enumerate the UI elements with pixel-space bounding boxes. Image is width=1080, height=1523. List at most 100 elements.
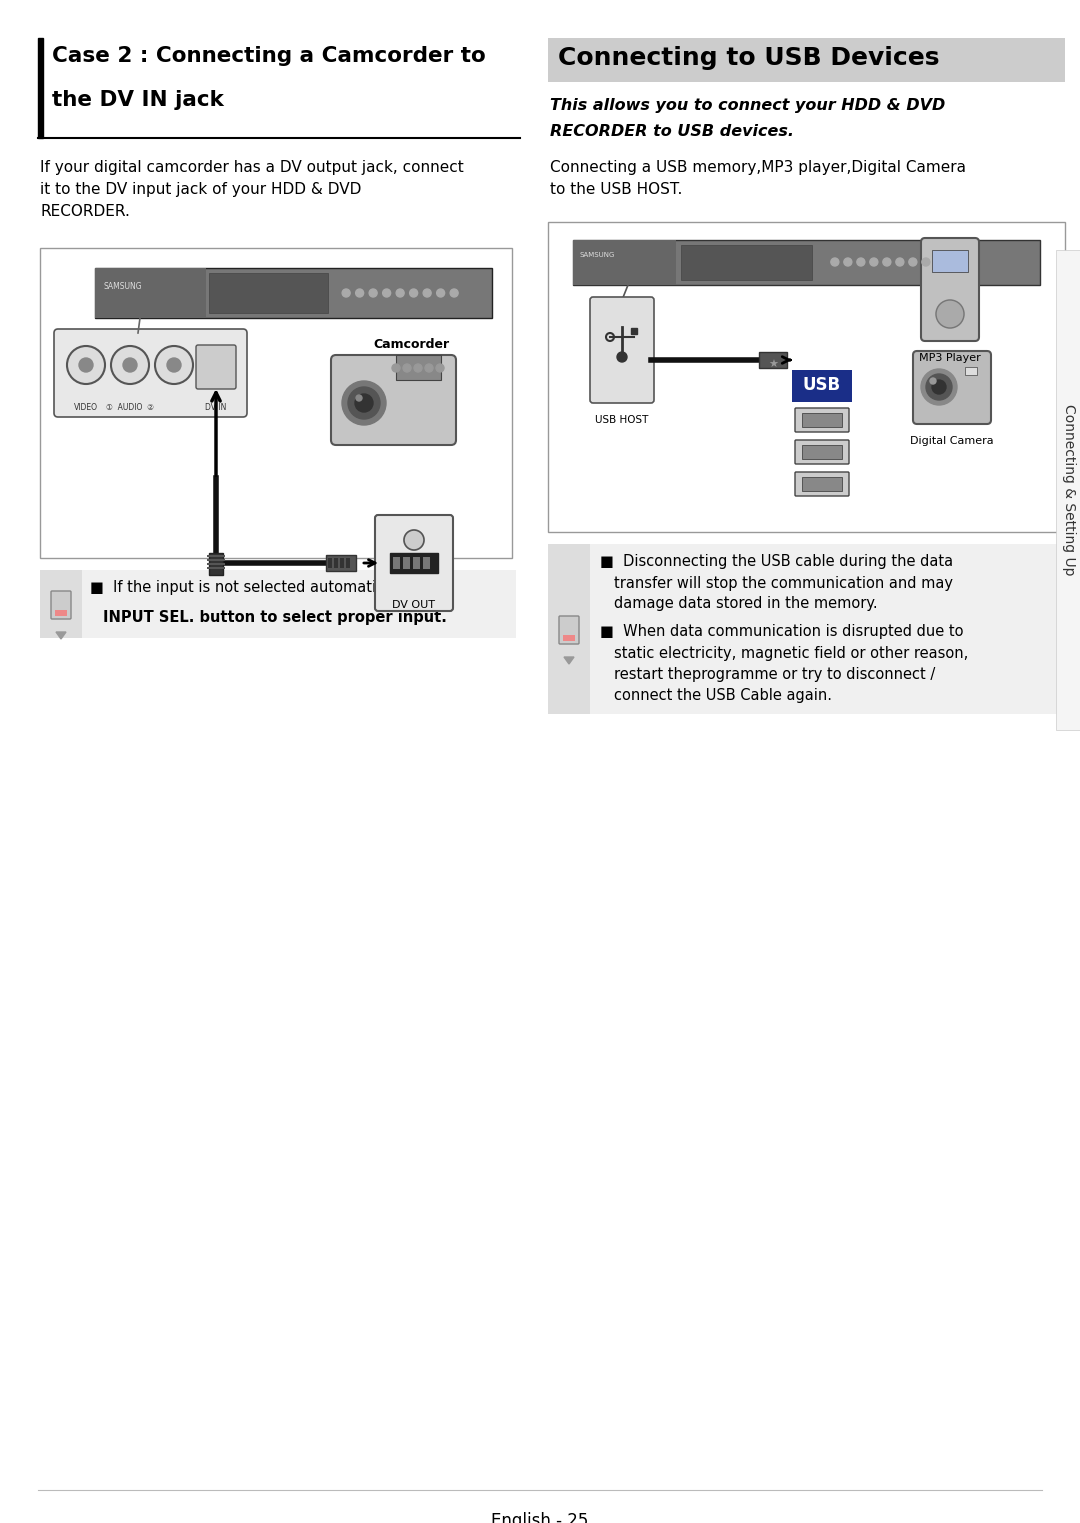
Circle shape <box>423 289 431 297</box>
Circle shape <box>617 352 627 362</box>
Text: connect the USB Cable again.: connect the USB Cable again. <box>615 688 832 704</box>
Circle shape <box>922 257 930 267</box>
Circle shape <box>167 358 181 372</box>
Text: ★: ★ <box>768 359 778 370</box>
Text: USB: USB <box>802 376 841 394</box>
FancyBboxPatch shape <box>795 408 849 433</box>
Bar <box>207 554 225 557</box>
Text: Case 2 : Connecting a Camcorder to: Case 2 : Connecting a Camcorder to <box>52 46 486 65</box>
FancyBboxPatch shape <box>921 238 978 341</box>
Text: ■  When data communication is disrupted due to: ■ When data communication is disrupted d… <box>600 624 963 640</box>
Circle shape <box>909 257 917 267</box>
Circle shape <box>392 364 400 372</box>
Circle shape <box>895 257 904 267</box>
Bar <box>346 557 350 568</box>
Circle shape <box>342 381 386 425</box>
Circle shape <box>355 394 373 413</box>
Text: Connecting to USB Devices: Connecting to USB Devices <box>558 46 940 70</box>
Bar <box>207 559 225 560</box>
Circle shape <box>921 369 957 405</box>
Text: Connecting & Setting Up: Connecting & Setting Up <box>1062 404 1076 576</box>
Bar <box>95 268 206 318</box>
Bar <box>802 445 842 458</box>
Circle shape <box>936 300 964 327</box>
Circle shape <box>450 289 458 297</box>
Circle shape <box>414 364 422 372</box>
Bar <box>563 635 575 641</box>
Text: SAMSUNG: SAMSUNG <box>103 282 141 291</box>
Bar <box>210 553 222 576</box>
FancyBboxPatch shape <box>40 248 512 557</box>
Bar <box>631 327 637 334</box>
Bar <box>1056 250 1080 730</box>
Circle shape <box>926 375 951 401</box>
Circle shape <box>935 257 943 267</box>
Bar <box>210 273 328 314</box>
Circle shape <box>856 257 865 267</box>
Bar <box>573 241 676 285</box>
Text: Digital Camera: Digital Camera <box>910 436 994 446</box>
Text: USB HOST: USB HOST <box>595 414 649 425</box>
Circle shape <box>156 346 193 384</box>
Bar <box>932 250 968 273</box>
Bar <box>328 557 332 568</box>
Text: RECORDER to USB devices.: RECORDER to USB devices. <box>550 123 794 139</box>
FancyBboxPatch shape <box>195 346 237 388</box>
Text: the DV IN jack: the DV IN jack <box>52 90 224 110</box>
Text: DV OUT: DV OUT <box>392 600 435 611</box>
Bar <box>966 367 977 375</box>
Circle shape <box>79 358 93 372</box>
Polygon shape <box>564 656 573 664</box>
FancyBboxPatch shape <box>330 355 456 445</box>
Bar <box>40 570 82 638</box>
Circle shape <box>436 364 444 372</box>
FancyBboxPatch shape <box>54 329 247 417</box>
Circle shape <box>342 289 350 297</box>
Text: This allows you to connect your HDD & DVD: This allows you to connect your HDD & DV… <box>550 97 945 113</box>
Bar <box>396 355 441 381</box>
Circle shape <box>436 289 445 297</box>
Text: static electricity, magnetic field or other reason,: static electricity, magnetic field or ot… <box>615 646 969 661</box>
Bar <box>548 38 1065 82</box>
Text: If your digital camcorder has a DV output jack, connect
it to the DV input jack : If your digital camcorder has a DV outpu… <box>40 160 463 219</box>
Circle shape <box>869 257 878 267</box>
Bar <box>326 554 356 571</box>
Circle shape <box>348 387 380 419</box>
Circle shape <box>382 289 391 297</box>
Circle shape <box>932 381 946 394</box>
Text: ■  If the input is not selected automatically, use: ■ If the input is not selected automatic… <box>90 580 445 595</box>
Circle shape <box>948 257 956 267</box>
Circle shape <box>369 289 377 297</box>
Bar <box>548 544 590 714</box>
Circle shape <box>409 289 418 297</box>
Bar <box>207 564 225 565</box>
FancyBboxPatch shape <box>795 472 849 496</box>
Bar <box>403 557 410 570</box>
Circle shape <box>831 257 839 267</box>
Text: ■  Disconnecting the USB cable during the data: ■ Disconnecting the USB cable during the… <box>600 554 954 570</box>
Text: ①  AUDIO  ②: ① AUDIO ② <box>106 404 154 413</box>
Text: Camcorder: Camcorder <box>373 338 449 350</box>
Text: VIDEO: VIDEO <box>75 404 98 413</box>
Text: damage data stored in the memory.: damage data stored in the memory. <box>615 595 878 611</box>
Bar <box>792 370 852 402</box>
Bar <box>802 413 842 426</box>
Bar <box>759 352 787 369</box>
FancyBboxPatch shape <box>590 297 654 404</box>
Polygon shape <box>56 632 66 640</box>
FancyBboxPatch shape <box>548 222 1065 532</box>
Bar <box>548 544 1065 714</box>
Text: restart theprogramme or try to disconnect /: restart theprogramme or try to disconnec… <box>615 667 935 682</box>
FancyBboxPatch shape <box>559 615 579 644</box>
Circle shape <box>355 289 364 297</box>
Text: SAMSUNG: SAMSUNG <box>580 251 616 257</box>
Circle shape <box>111 346 149 384</box>
Text: MP3 Player: MP3 Player <box>919 353 981 362</box>
Circle shape <box>426 364 433 372</box>
Bar <box>95 268 492 318</box>
Text: English - 25: English - 25 <box>491 1512 589 1523</box>
Bar <box>680 245 811 280</box>
Bar <box>423 557 430 570</box>
Text: transfer will stop the communication and may: transfer will stop the communication and… <box>615 576 953 591</box>
FancyBboxPatch shape <box>375 515 453 611</box>
